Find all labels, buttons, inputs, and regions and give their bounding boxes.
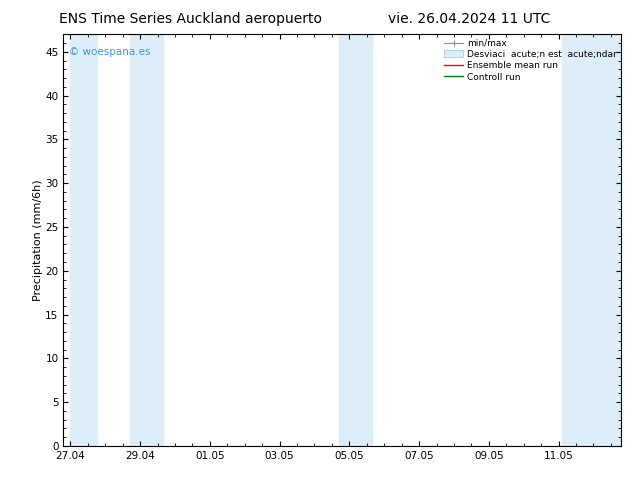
Bar bbox=[562, 34, 621, 446]
Text: vie. 26.04.2024 11 UTC: vie. 26.04.2024 11 UTC bbox=[388, 12, 550, 26]
Bar bbox=[339, 34, 372, 446]
Text: © woespana.es: © woespana.es bbox=[69, 47, 150, 57]
Y-axis label: Precipitation (mm/6h): Precipitation (mm/6h) bbox=[32, 179, 42, 301]
Bar bbox=[130, 34, 163, 446]
Legend: min/max, Desviaci  acute;n est  acute;ndar, Ensemble mean run, Controll run: min/max, Desviaci acute;n est acute;ndar… bbox=[442, 37, 619, 83]
Bar bbox=[70, 34, 96, 446]
Text: ENS Time Series Auckland aeropuerto: ENS Time Series Auckland aeropuerto bbox=[59, 12, 321, 26]
